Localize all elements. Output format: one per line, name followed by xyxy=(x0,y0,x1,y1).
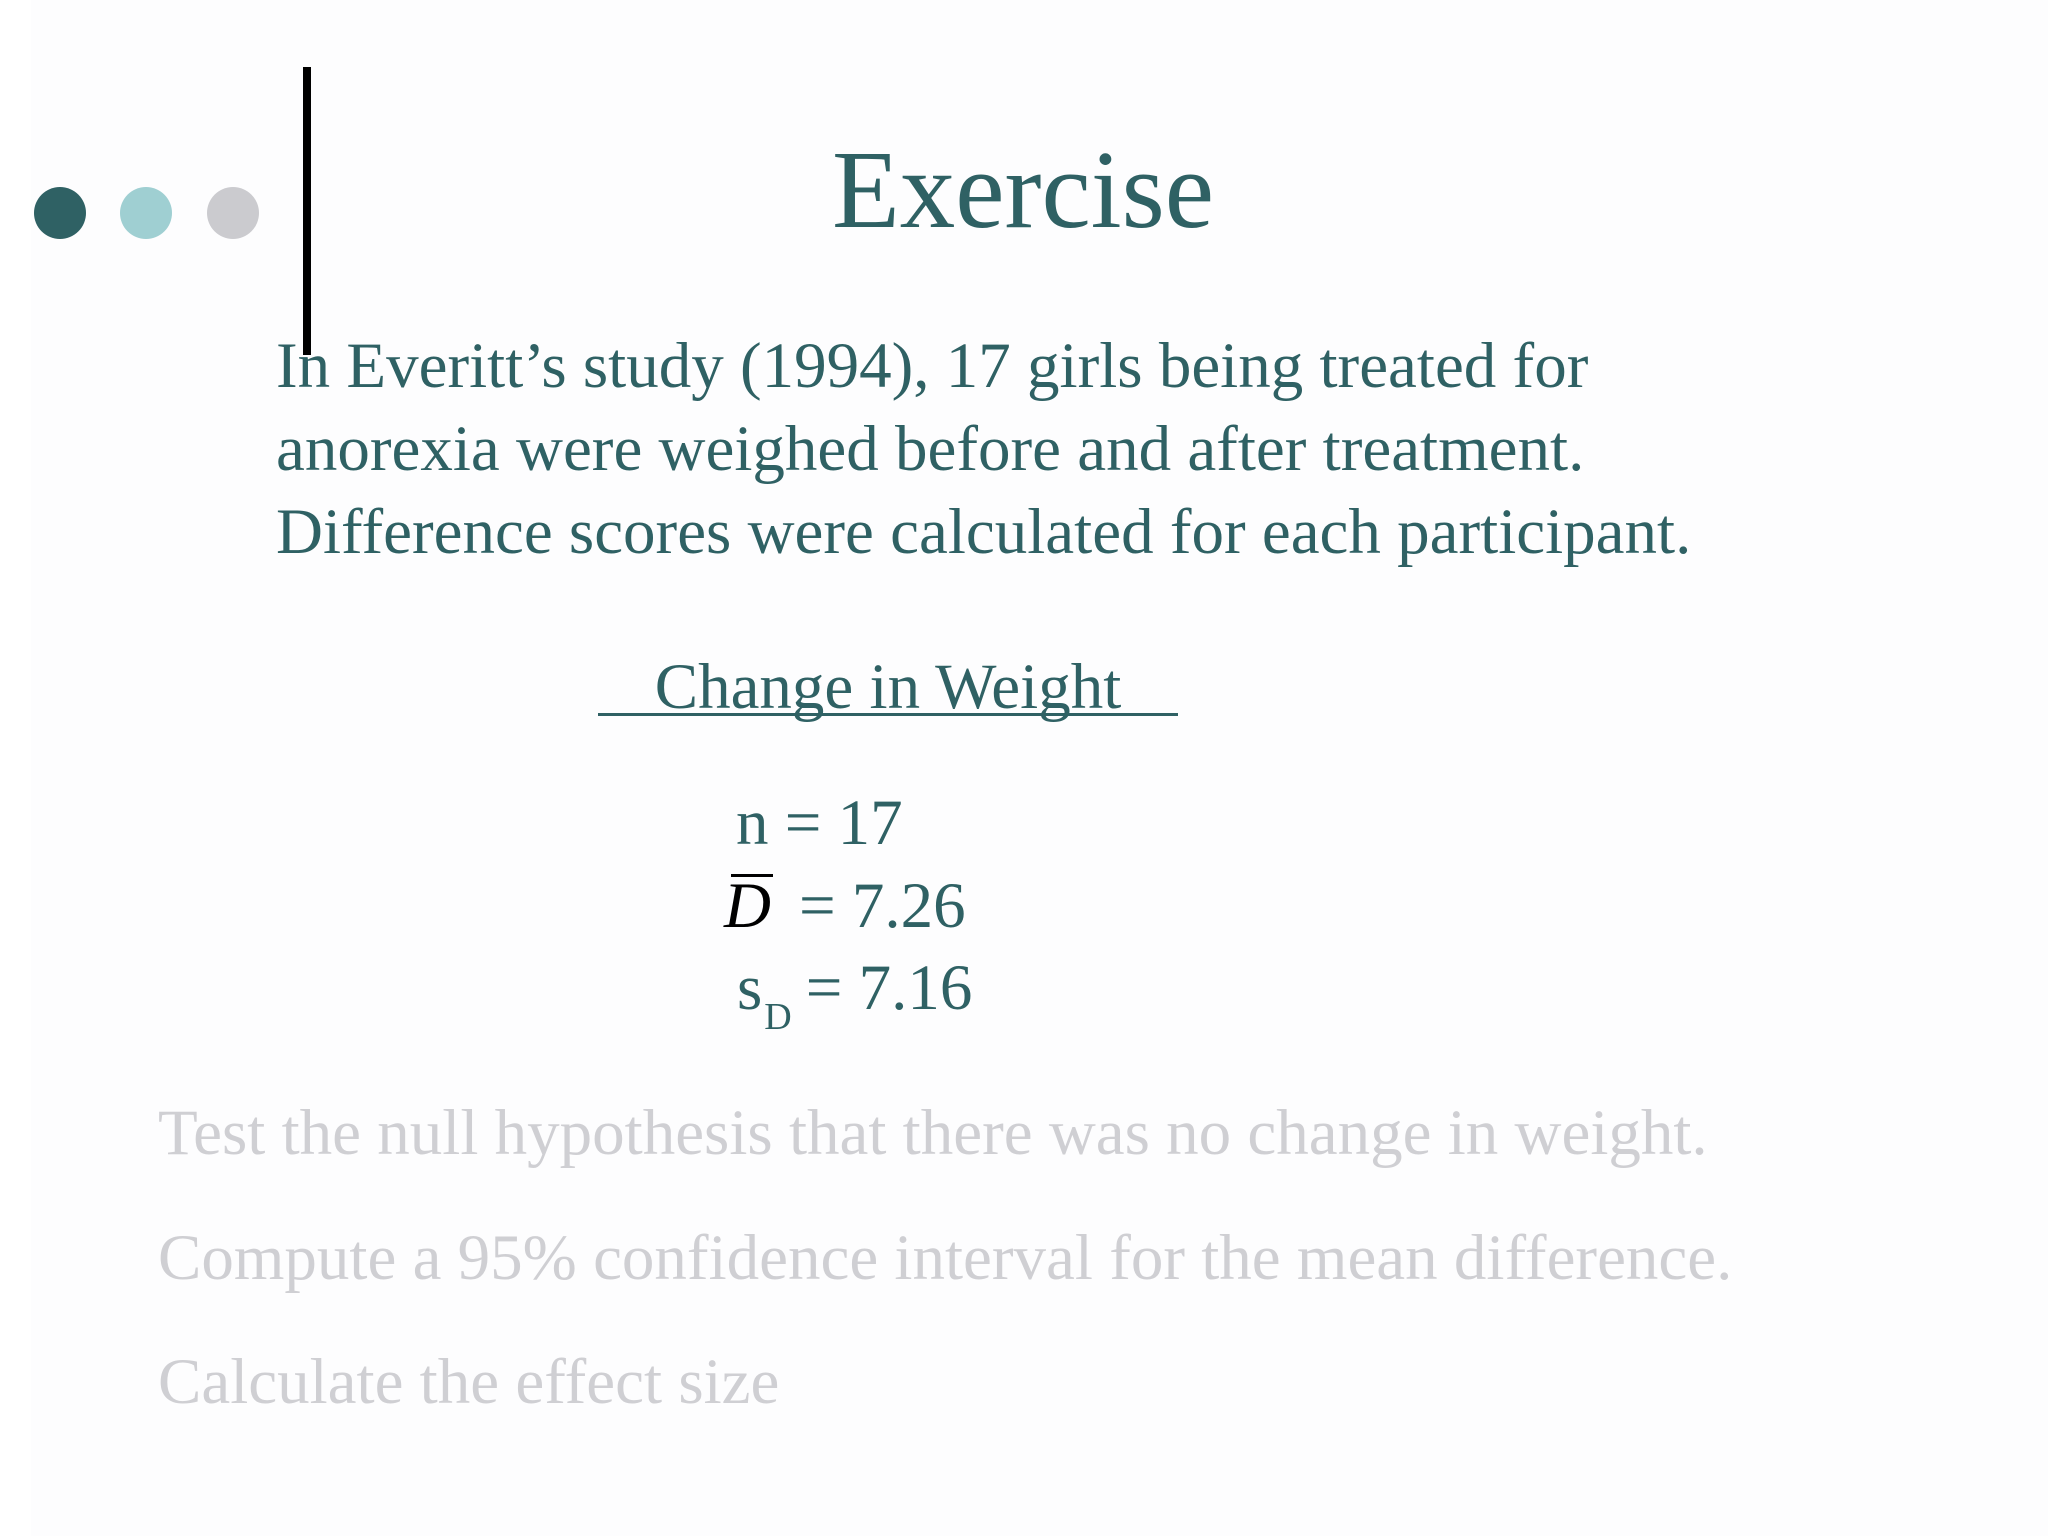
vertical-divider-bar xyxy=(303,67,311,355)
task-item: Test the null hypothesis that there was … xyxy=(158,1097,1708,1169)
standard-deviation-value: = 7.16 xyxy=(805,952,973,1024)
task-item: Compute a 95% confidence interval for th… xyxy=(158,1222,1733,1294)
intro-line: anorexia were weighed before and after t… xyxy=(276,413,1585,485)
stat-mean-difference: D = 7.26 xyxy=(724,866,966,946)
slide-title: Exercise xyxy=(0,126,2048,256)
s-symbol: s xyxy=(737,952,763,1024)
stat-standard-deviation: sD = 7.16 xyxy=(737,948,973,1038)
intro-line: In Everitt’s study (1994), 17 girls bein… xyxy=(276,330,1589,402)
overbar-line xyxy=(731,874,773,877)
d-letter: D xyxy=(724,870,771,942)
table-header-underline xyxy=(598,713,1178,716)
intro-paragraph: In Everitt’s study (1994), 17 girls bein… xyxy=(276,325,1876,574)
intro-line: Difference scores were calculated for ea… xyxy=(276,496,1692,568)
stat-sample-size: n = 17 xyxy=(736,787,903,859)
mean-difference-value: = 7.26 xyxy=(798,870,966,942)
decorative-dot-dark xyxy=(34,187,86,239)
d-bar-symbol: D xyxy=(724,866,773,946)
slide-title-text: Exercise xyxy=(831,129,1215,252)
slide-background xyxy=(31,0,2048,1536)
s-subscript: D xyxy=(764,996,792,1038)
decorative-dot-gray xyxy=(207,187,259,239)
table-header: Change in Weight xyxy=(654,651,1122,723)
decorative-dot-light xyxy=(120,187,172,239)
task-item: Calculate the effect size xyxy=(158,1346,780,1418)
